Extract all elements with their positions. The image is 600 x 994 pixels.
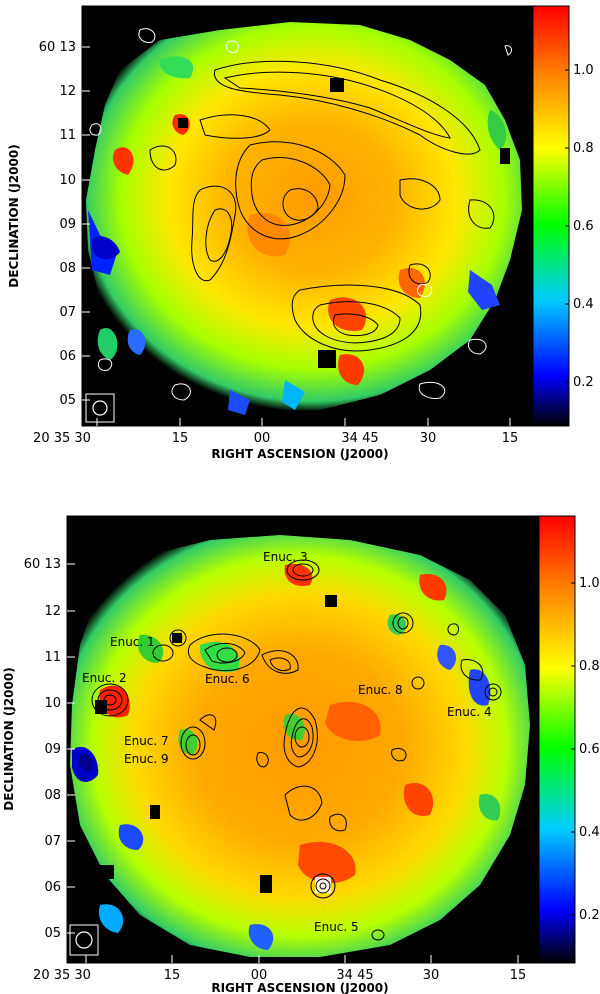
y-tick-labels: 60 13 12 11 10 09 08 07 06 05	[39, 40, 76, 408]
panel-bottom-svg: Enuc. 3 Enuc. 1 Enuc. 6 Enuc. 2 Enuc. 8 …	[2, 515, 600, 994]
annotation-enuc2: Enuc. 2	[82, 671, 127, 685]
annotation-enuc3: Enuc. 3	[263, 550, 308, 564]
y-tick: 12	[59, 84, 76, 99]
x-axis-label: RIGHT ASCENSION (J2000)	[211, 981, 388, 994]
y-tick: 60 13	[39, 40, 76, 55]
y-tick: 10	[44, 696, 61, 711]
x-tick: 20 35 30	[33, 431, 91, 446]
x-tick: 15	[164, 968, 181, 983]
beam-marker	[85, 393, 115, 423]
y-tick: 07	[44, 834, 61, 849]
y-axis-label: DECLINATION (J2000)	[7, 144, 21, 287]
y-tick: 12	[44, 604, 61, 619]
y-tick: 06	[44, 880, 61, 895]
y-tick: 08	[44, 788, 61, 803]
x-tick: 34 45	[341, 431, 378, 446]
x-tick: 00	[254, 431, 271, 446]
colorbar-tick: 0.6	[579, 742, 600, 757]
y-tick: 10	[59, 173, 76, 188]
colorbar-tick: 0.8	[573, 141, 594, 156]
x-tick: 15	[502, 431, 519, 446]
x-tick: 30	[420, 431, 437, 446]
panel-top: 60 13 12 11 10 09 08 07 06 05 20 35 30 1…	[0, 0, 600, 470]
ticks	[67, 563, 519, 963]
annotation-enuc1: Enuc. 1	[110, 635, 155, 649]
y-axis-label: DECLINATION (J2000)	[2, 667, 16, 810]
contours	[91, 559, 502, 941]
annotation-enuc4: Enuc. 4	[447, 705, 492, 719]
emission-map	[86, 22, 522, 415]
y-tick-labels: 60 13 12 11 10 09 08 07 06 05	[24, 557, 61, 941]
panel-bottom: Enuc. 3 Enuc. 1 Enuc. 6 Enuc. 2 Enuc. 8 …	[0, 505, 600, 994]
beam-marker	[69, 924, 99, 956]
annotation-enuc5: Enuc. 5	[314, 920, 359, 934]
x-tick-labels: 20 35 30 15 00 34 45 30 15	[33, 431, 518, 446]
y-tick: 05	[59, 393, 76, 408]
y-tick: 08	[59, 261, 76, 276]
annotation-enuc9: Enuc. 9	[124, 752, 169, 766]
y-tick: 07	[59, 305, 76, 320]
colorbar-tick: 0.2	[573, 375, 594, 390]
annotation-enuc7: Enuc. 7	[124, 734, 169, 748]
x-tick: 30	[423, 968, 440, 983]
x-tick: 20 35 30	[33, 968, 91, 983]
x-tick: 15	[172, 431, 189, 446]
colorbar-tick: 0.8	[579, 659, 600, 674]
annotation-enuc8: Enuc. 8	[358, 683, 403, 697]
white-contours	[89, 28, 513, 401]
y-tick: 05	[44, 926, 61, 941]
annotations: Enuc. 3 Enuc. 1 Enuc. 6 Enuc. 2 Enuc. 8 …	[82, 550, 492, 934]
y-tick: 11	[59, 128, 76, 143]
y-tick: 09	[44, 742, 61, 757]
colorbar: 1.0 0.8 0.6 0.4 0.2	[532, 5, 594, 427]
colorbar: 1.0 0.8 0.6 0.4 0.2	[538, 515, 600, 964]
x-tick: 15	[510, 968, 527, 983]
annotation-enuc6: Enuc. 6	[205, 672, 250, 686]
y-tick: 11	[44, 650, 61, 665]
y-tick: 06	[59, 349, 76, 364]
y-tick: 09	[59, 217, 76, 232]
colorbar-tick: 1.0	[573, 63, 594, 78]
x-tick: 00	[251, 968, 268, 983]
y-tick: 60 13	[24, 557, 61, 572]
ticks	[82, 46, 511, 426]
x-axis-label: RIGHT ASCENSION (J2000)	[211, 447, 388, 461]
x-tick-labels: 20 35 30 15 00 34 45 30 15	[33, 968, 526, 983]
panel-top-svg: 60 13 12 11 10 09 08 07 06 05 20 35 30 1…	[7, 5, 594, 461]
x-tick: 34 45	[336, 968, 373, 983]
colorbar-tick: 0.4	[573, 297, 594, 312]
colorbar-tick: 1.0	[579, 576, 600, 591]
colorbar-tick: 0.6	[573, 219, 594, 234]
emission-map	[70, 535, 530, 957]
colorbar-tick: 0.2	[579, 908, 600, 923]
contours	[149, 60, 495, 352]
colorbar-tick: 0.4	[579, 825, 600, 840]
